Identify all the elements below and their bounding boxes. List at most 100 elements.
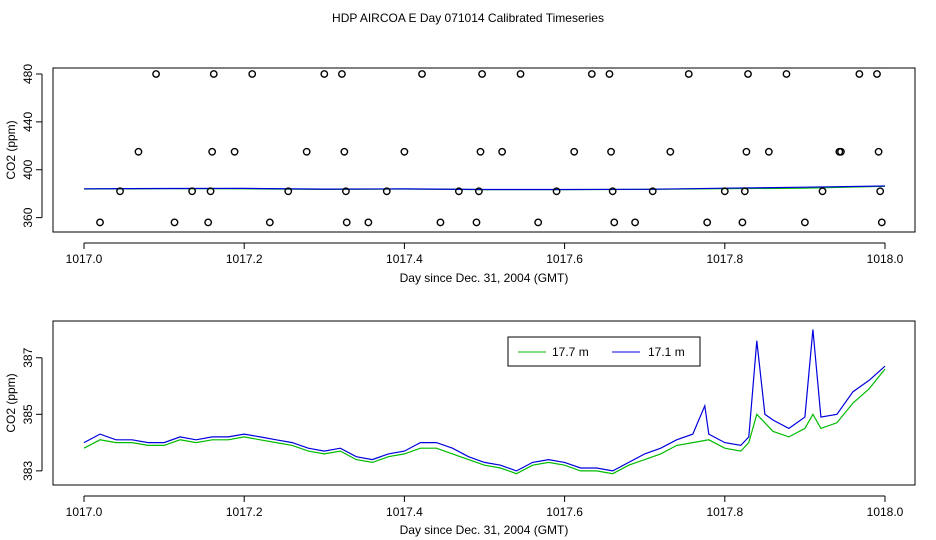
top-y-tick-label: 400: [21, 159, 35, 179]
top-x-ticks: 1017.0 1017.2 1017.4 1017.6 1017.8 1018.0: [66, 242, 904, 266]
scatter-point: [608, 187, 617, 196]
top-x-tick-label: 1017.8: [706, 252, 743, 266]
bottom-plot-frame: [52, 320, 916, 486]
top-x-tick-label: 1017.0: [66, 252, 103, 266]
legend-label-2: 17.1 m: [648, 345, 685, 359]
bottom-x-tick-label: 1017.0: [66, 505, 103, 519]
top-series: [83, 185, 886, 191]
top-y-tick-label: 480: [21, 64, 35, 84]
bottom-x-tick-label: 1017.2: [226, 505, 263, 519]
scatter-point: [284, 187, 293, 196]
scatter-point: [740, 187, 749, 196]
bottom-x-ticks: 1017.0 1017.2 1017.4 1017.6 1017.8 1018.0: [66, 495, 904, 519]
scatter-point: [472, 218, 481, 227]
scatter-point: [742, 147, 751, 156]
scatter-point: [534, 218, 543, 227]
top-y-ticks: 360 400 440 480: [21, 64, 43, 228]
chart-title: HDP AIRCOA E Day 071014 Calibrated Times…: [332, 11, 604, 25]
scatter-point: [454, 187, 463, 196]
scatter-point: [874, 147, 883, 156]
scatter-point: [873, 70, 881, 78]
scatter-point: [152, 70, 160, 78]
scatter-point: [720, 187, 729, 196]
top-y-tick-label: 360: [21, 207, 35, 227]
scatter-point: [738, 218, 747, 227]
top-y-tick-label: 440: [21, 112, 35, 132]
scatter-point: [703, 218, 712, 227]
scatter-point: [605, 70, 614, 78]
top-y-axis-label: CO2 (ppm): [4, 120, 18, 179]
scatter-point: [340, 147, 349, 156]
scatter-point: [610, 218, 619, 227]
scatter-point: [342, 218, 351, 227]
scatter-point: [418, 70, 426, 78]
top-panel: Day since Dec. 31, 2004 (GMT) CO2 (ppm) …: [4, 64, 916, 285]
scatter-point: [170, 218, 179, 227]
top-x-axis-label: Day since Dec. 31, 2004 (GMT): [400, 271, 569, 285]
legend: 17.7 m 17.1 m: [507, 336, 701, 367]
scatter-point: [436, 218, 445, 227]
bottom-y-tick-label: 387: [21, 347, 35, 367]
scatter-point: [320, 70, 329, 78]
top-x-tick-label: 1017.4: [386, 252, 423, 266]
scatter-point: [570, 147, 579, 156]
scatter-point: [302, 147, 311, 156]
bottom-y-tick-label: 383: [21, 461, 35, 481]
bottom-y-ticks: 383 385 387: [21, 347, 43, 481]
scatter-point: [684, 70, 693, 78]
scatter-point: [516, 70, 525, 78]
bottom-series-line-2: [83, 329, 886, 472]
scatter-point: [818, 187, 827, 196]
bottom-series: [83, 329, 886, 475]
bottom-x-tick-label: 1017.4: [386, 505, 423, 519]
top-plot-frame: [52, 67, 916, 233]
bottom-y-tick-label: 385: [21, 404, 35, 424]
top-x-tick-label: 1017.2: [226, 252, 263, 266]
scatter-point: [552, 187, 561, 196]
scatter-point: [96, 218, 104, 227]
scatter-point: [188, 187, 197, 196]
scatter-point: [206, 187, 215, 196]
bottom-panel: Day since Dec. 31, 2004 (GMT) CO2 (ppm) …: [4, 320, 916, 537]
scatter-point: [208, 147, 217, 156]
scatter-point: [877, 218, 886, 227]
scatter-point: [587, 70, 596, 78]
scatter-point: [474, 187, 483, 196]
bottom-x-tick-label: 1018.0: [867, 505, 904, 519]
bottom-x-axis-label: Day since Dec. 31, 2004 (GMT): [400, 523, 569, 537]
scatter-point: [855, 70, 864, 78]
top-x-tick-label: 1018.0: [867, 252, 904, 266]
scatter-point: [204, 218, 213, 227]
scatter-point: [666, 147, 675, 156]
scatter-point: [248, 70, 257, 78]
scatter-point: [764, 147, 773, 156]
scatter-point: [134, 147, 143, 156]
bottom-series-line-1: [83, 368, 886, 475]
scatter-point: [342, 187, 350, 196]
scatter-point: [265, 218, 274, 227]
bottom-x-tick-label: 1017.6: [546, 505, 583, 519]
scatter-point: [400, 147, 409, 156]
scatter-point: [116, 187, 124, 196]
scatter-point: [744, 70, 752, 78]
scatter-point: [631, 218, 639, 227]
scatter-point: [382, 187, 391, 196]
scatter-point: [364, 218, 373, 227]
scatter-point: [478, 70, 486, 78]
scatter-point: [782, 70, 791, 78]
bottom-x-tick-label: 1017.8: [706, 505, 743, 519]
scatter-point: [209, 70, 218, 78]
scatter-point: [498, 147, 507, 156]
scatter-point: [801, 218, 809, 227]
scatter-point: [476, 147, 485, 156]
scatter-point: [607, 147, 615, 156]
top-scatter: [96, 70, 886, 227]
scatter-point: [876, 187, 885, 196]
scatter-point: [338, 70, 346, 78]
scatter-point: [837, 147, 845, 156]
scatter-point: [648, 187, 657, 196]
bottom-y-axis-label: CO2 (ppm): [4, 373, 18, 432]
top-series-line-2: [83, 185, 886, 191]
legend-label-1: 17.7 m: [552, 345, 589, 359]
